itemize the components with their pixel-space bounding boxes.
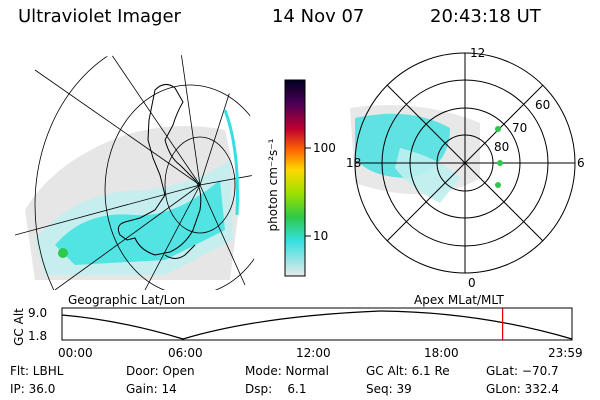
glat-info: GLat: −70.7: [486, 364, 559, 378]
coastline-detail: [164, 244, 196, 259]
mlt-label-6: 6: [577, 156, 585, 170]
mlat-label-70: 70: [512, 121, 528, 135]
app-title: Ultraviolet Imager: [18, 6, 181, 27]
door-info: Door: Open: [126, 364, 195, 378]
alt-tick-high: 9.0: [28, 306, 48, 320]
colorbar-tick-10: 10: [313, 229, 329, 243]
station-dot: [495, 126, 501, 132]
gain-info: Gain: 14: [126, 382, 177, 396]
colorbar-tick-100: 100: [313, 141, 336, 155]
aurora-bright-spot: [58, 248, 68, 258]
time-tick-3: 18:00: [424, 346, 459, 360]
alt-axis-label: GC Alt: [12, 308, 26, 346]
time-tick-2: 12:00: [296, 346, 331, 360]
colorbar: [284, 79, 311, 277]
station-dot: [495, 182, 501, 188]
coastline: [117, 84, 202, 256]
time-tick-1: 06:00: [168, 346, 203, 360]
colorbar-unit-label: photon cm⁻²s⁻¹: [266, 138, 280, 232]
mlat-label-60: 60: [535, 98, 551, 112]
glon-info: GLon: 332.4: [486, 382, 559, 396]
gc-alt-info: GC Alt: 6.1 Re: [366, 364, 450, 378]
altitude-timeline: [61, 307, 573, 341]
geographic-map: [15, 50, 255, 290]
time-tick-0: 00:00: [58, 346, 93, 360]
mlt-label-12: 12: [470, 46, 486, 60]
dsp-info: Dsp: 6.1: [245, 382, 307, 396]
filter-info: Flt: LBHL: [10, 364, 64, 378]
mlat-label-80: 80: [494, 140, 510, 154]
ip-info: IP: 36.0: [10, 382, 56, 396]
polar-plot: [350, 52, 576, 274]
mlt-label-18: 18: [346, 156, 362, 170]
altitude-curve: [61, 310, 573, 340]
station-dot: [497, 160, 503, 166]
date-label: 14 Nov 07: [272, 6, 365, 27]
seq-info: Seq: 39: [366, 382, 412, 396]
mlt-label-0: 0: [468, 276, 476, 290]
geographic-label: Geographic Lat/Lon: [68, 293, 186, 307]
alt-tick-low: 1.8: [28, 329, 48, 343]
time-tick-4: 23:59: [548, 346, 583, 360]
apex-label: Apex MLat/MLT: [414, 293, 504, 307]
mode-info: Mode: Normal: [245, 364, 329, 378]
time-label: 20:43:18 UT: [430, 6, 541, 27]
